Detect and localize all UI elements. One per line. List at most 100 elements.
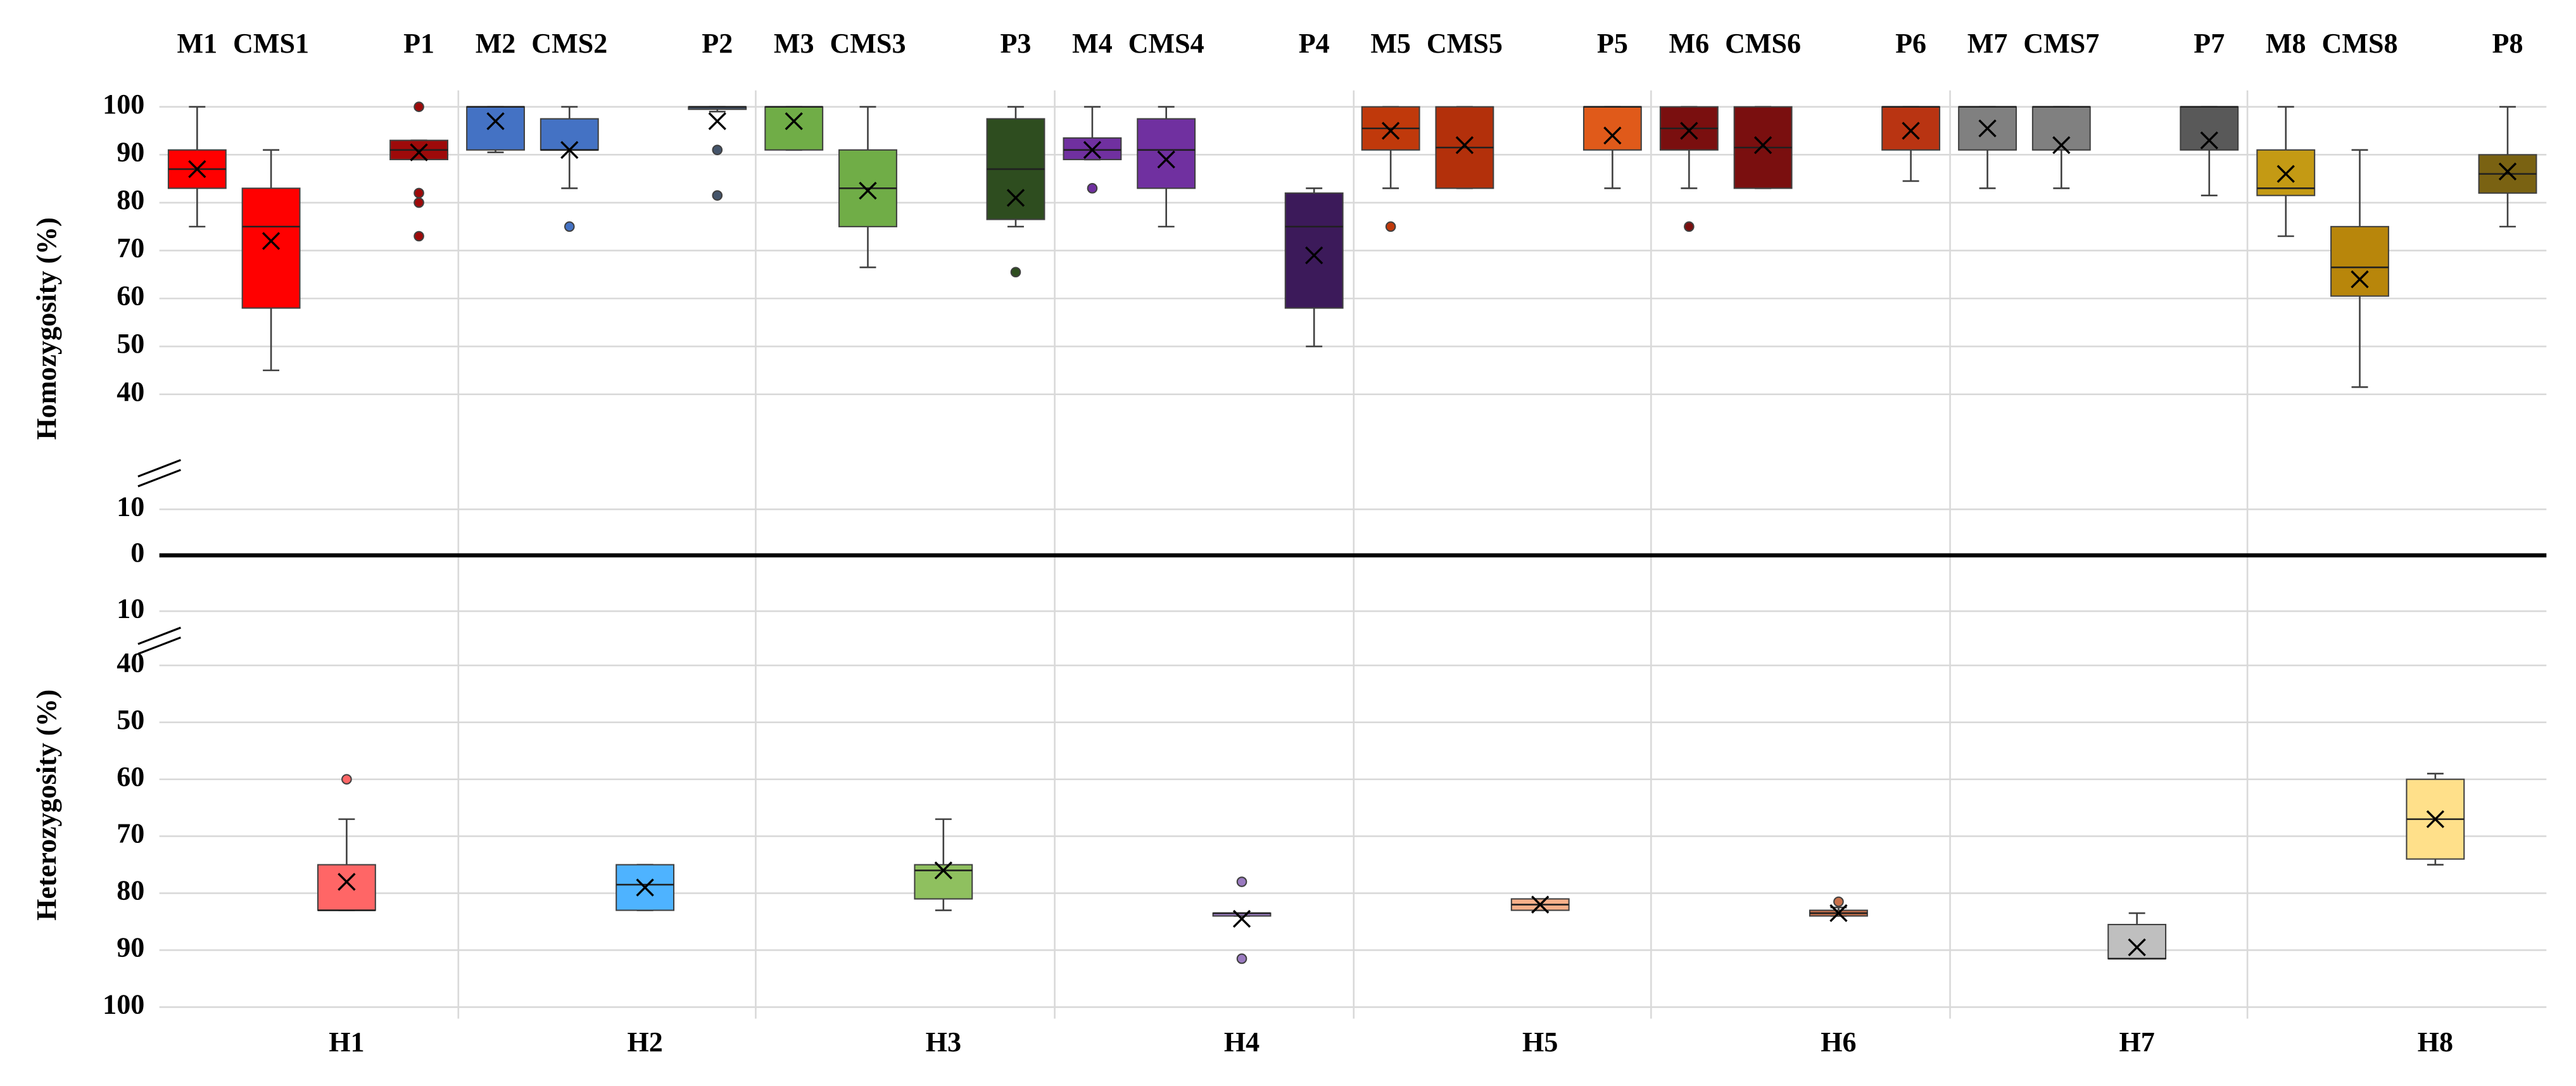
box <box>2031 106 2091 151</box>
y-tick-label: 50 <box>117 704 144 735</box>
y-tick-label: 10 <box>117 593 144 624</box>
box <box>1881 106 1941 151</box>
break-mark <box>137 636 181 655</box>
category-label: H6 <box>1821 1026 1856 1058</box>
category-label: H1 <box>329 1026 364 1058</box>
category-label: H2 <box>627 1026 662 1058</box>
y-tick-label: 90 <box>117 932 144 963</box>
mean-marker <box>1381 122 1400 140</box>
mean-marker <box>1006 189 1025 207</box>
mean-marker <box>1829 904 1848 923</box>
box <box>1137 118 1196 189</box>
outlier <box>712 144 723 156</box>
category-label: M6 <box>1669 28 1710 59</box>
y-axis-title: Homozygosity (%) <box>31 217 62 439</box>
box <box>1582 106 1642 151</box>
mean-marker <box>2200 131 2218 149</box>
category-label: CMS7 <box>2023 28 2099 59</box>
mean-marker <box>1902 122 1920 140</box>
category-label: M2 <box>476 28 516 59</box>
mean-marker <box>1083 141 1102 159</box>
category-label: H8 <box>2418 1026 2453 1058</box>
outlier <box>564 221 575 232</box>
y-tick-label: 50 <box>117 328 144 359</box>
outlier <box>414 101 424 112</box>
y-tick-label: 80 <box>117 875 144 906</box>
mean-marker <box>1978 119 1997 137</box>
category-label: P1 <box>403 28 434 59</box>
category-label: P6 <box>1895 28 1926 59</box>
box <box>2107 923 2167 960</box>
box <box>317 864 376 911</box>
y-axis-title: Heterozygosity (%) <box>31 690 62 921</box>
mean-marker <box>1753 136 1772 155</box>
category-label: CMS1 <box>233 28 309 59</box>
category-label: CMS2 <box>531 28 607 59</box>
y-tick-label: 0 <box>130 537 144 568</box>
y-tick-label: 70 <box>117 232 144 263</box>
y-tick-label: 60 <box>117 280 144 311</box>
category-label: M8 <box>2266 28 2306 59</box>
mean-marker <box>785 112 803 130</box>
category-label: M1 <box>177 28 217 59</box>
category-label: M7 <box>1967 28 2008 59</box>
mean-marker <box>410 143 428 161</box>
outlier <box>1087 183 1098 194</box>
mean-marker <box>188 160 206 179</box>
mean-marker <box>338 873 356 891</box>
mean-marker <box>560 141 579 159</box>
mean-marker <box>859 181 877 200</box>
mean-marker <box>934 861 952 880</box>
y-tick-label: 40 <box>117 376 144 407</box>
category-label: CMS6 <box>1725 28 1801 59</box>
category-label: H5 <box>1522 1026 1558 1058</box>
outlier <box>1236 876 1247 887</box>
category-label: H7 <box>2119 1026 2154 1058</box>
outlier <box>414 197 424 208</box>
category-label: M4 <box>1072 28 1113 59</box>
outlier <box>1236 953 1247 964</box>
category-label: M3 <box>774 28 814 59</box>
box <box>1284 192 1344 309</box>
outlier <box>1833 896 1844 907</box>
category-label: CMS5 <box>1427 28 1503 59</box>
category-label: P7 <box>2194 28 2225 59</box>
y-tick-label: 60 <box>117 761 144 792</box>
mean-marker <box>1531 895 1550 914</box>
mean-marker <box>708 112 726 130</box>
box <box>2330 225 2389 297</box>
axis-breaks <box>137 459 181 655</box>
category-label: P2 <box>702 28 733 59</box>
y-tick-label: 70 <box>117 818 144 849</box>
category-label: M5 <box>1370 28 1411 59</box>
mean-marker <box>1305 246 1323 265</box>
y-tick-label: 100 <box>103 89 144 120</box>
category-label: P8 <box>2492 28 2523 59</box>
outlier <box>414 230 424 242</box>
mean-marker <box>1232 909 1251 928</box>
category-label: P3 <box>1000 28 1031 59</box>
category-label: CMS3 <box>830 28 906 59</box>
outlier <box>414 187 424 199</box>
mean-marker <box>2128 938 2146 957</box>
box <box>764 106 824 151</box>
y-tick-label: 80 <box>117 184 144 215</box>
outlier <box>1385 221 1396 232</box>
mean-marker <box>636 878 654 897</box>
mean-marker <box>1157 150 1175 169</box>
mean-marker <box>2426 810 2445 828</box>
category-label: H3 <box>926 1026 961 1058</box>
outlier <box>712 190 723 201</box>
box <box>466 106 525 151</box>
category-label: CMS4 <box>1128 28 1204 59</box>
mean-marker <box>2052 136 2071 155</box>
mean-marker <box>1603 126 1622 145</box>
mean-marker <box>1680 122 1698 140</box>
y-tick-label: 40 <box>117 647 144 678</box>
y-tick-label: 10 <box>117 491 144 522</box>
category-label: P4 <box>1299 28 1330 59</box>
outlier <box>1684 221 1695 232</box>
category-label: P5 <box>1597 28 1628 59</box>
